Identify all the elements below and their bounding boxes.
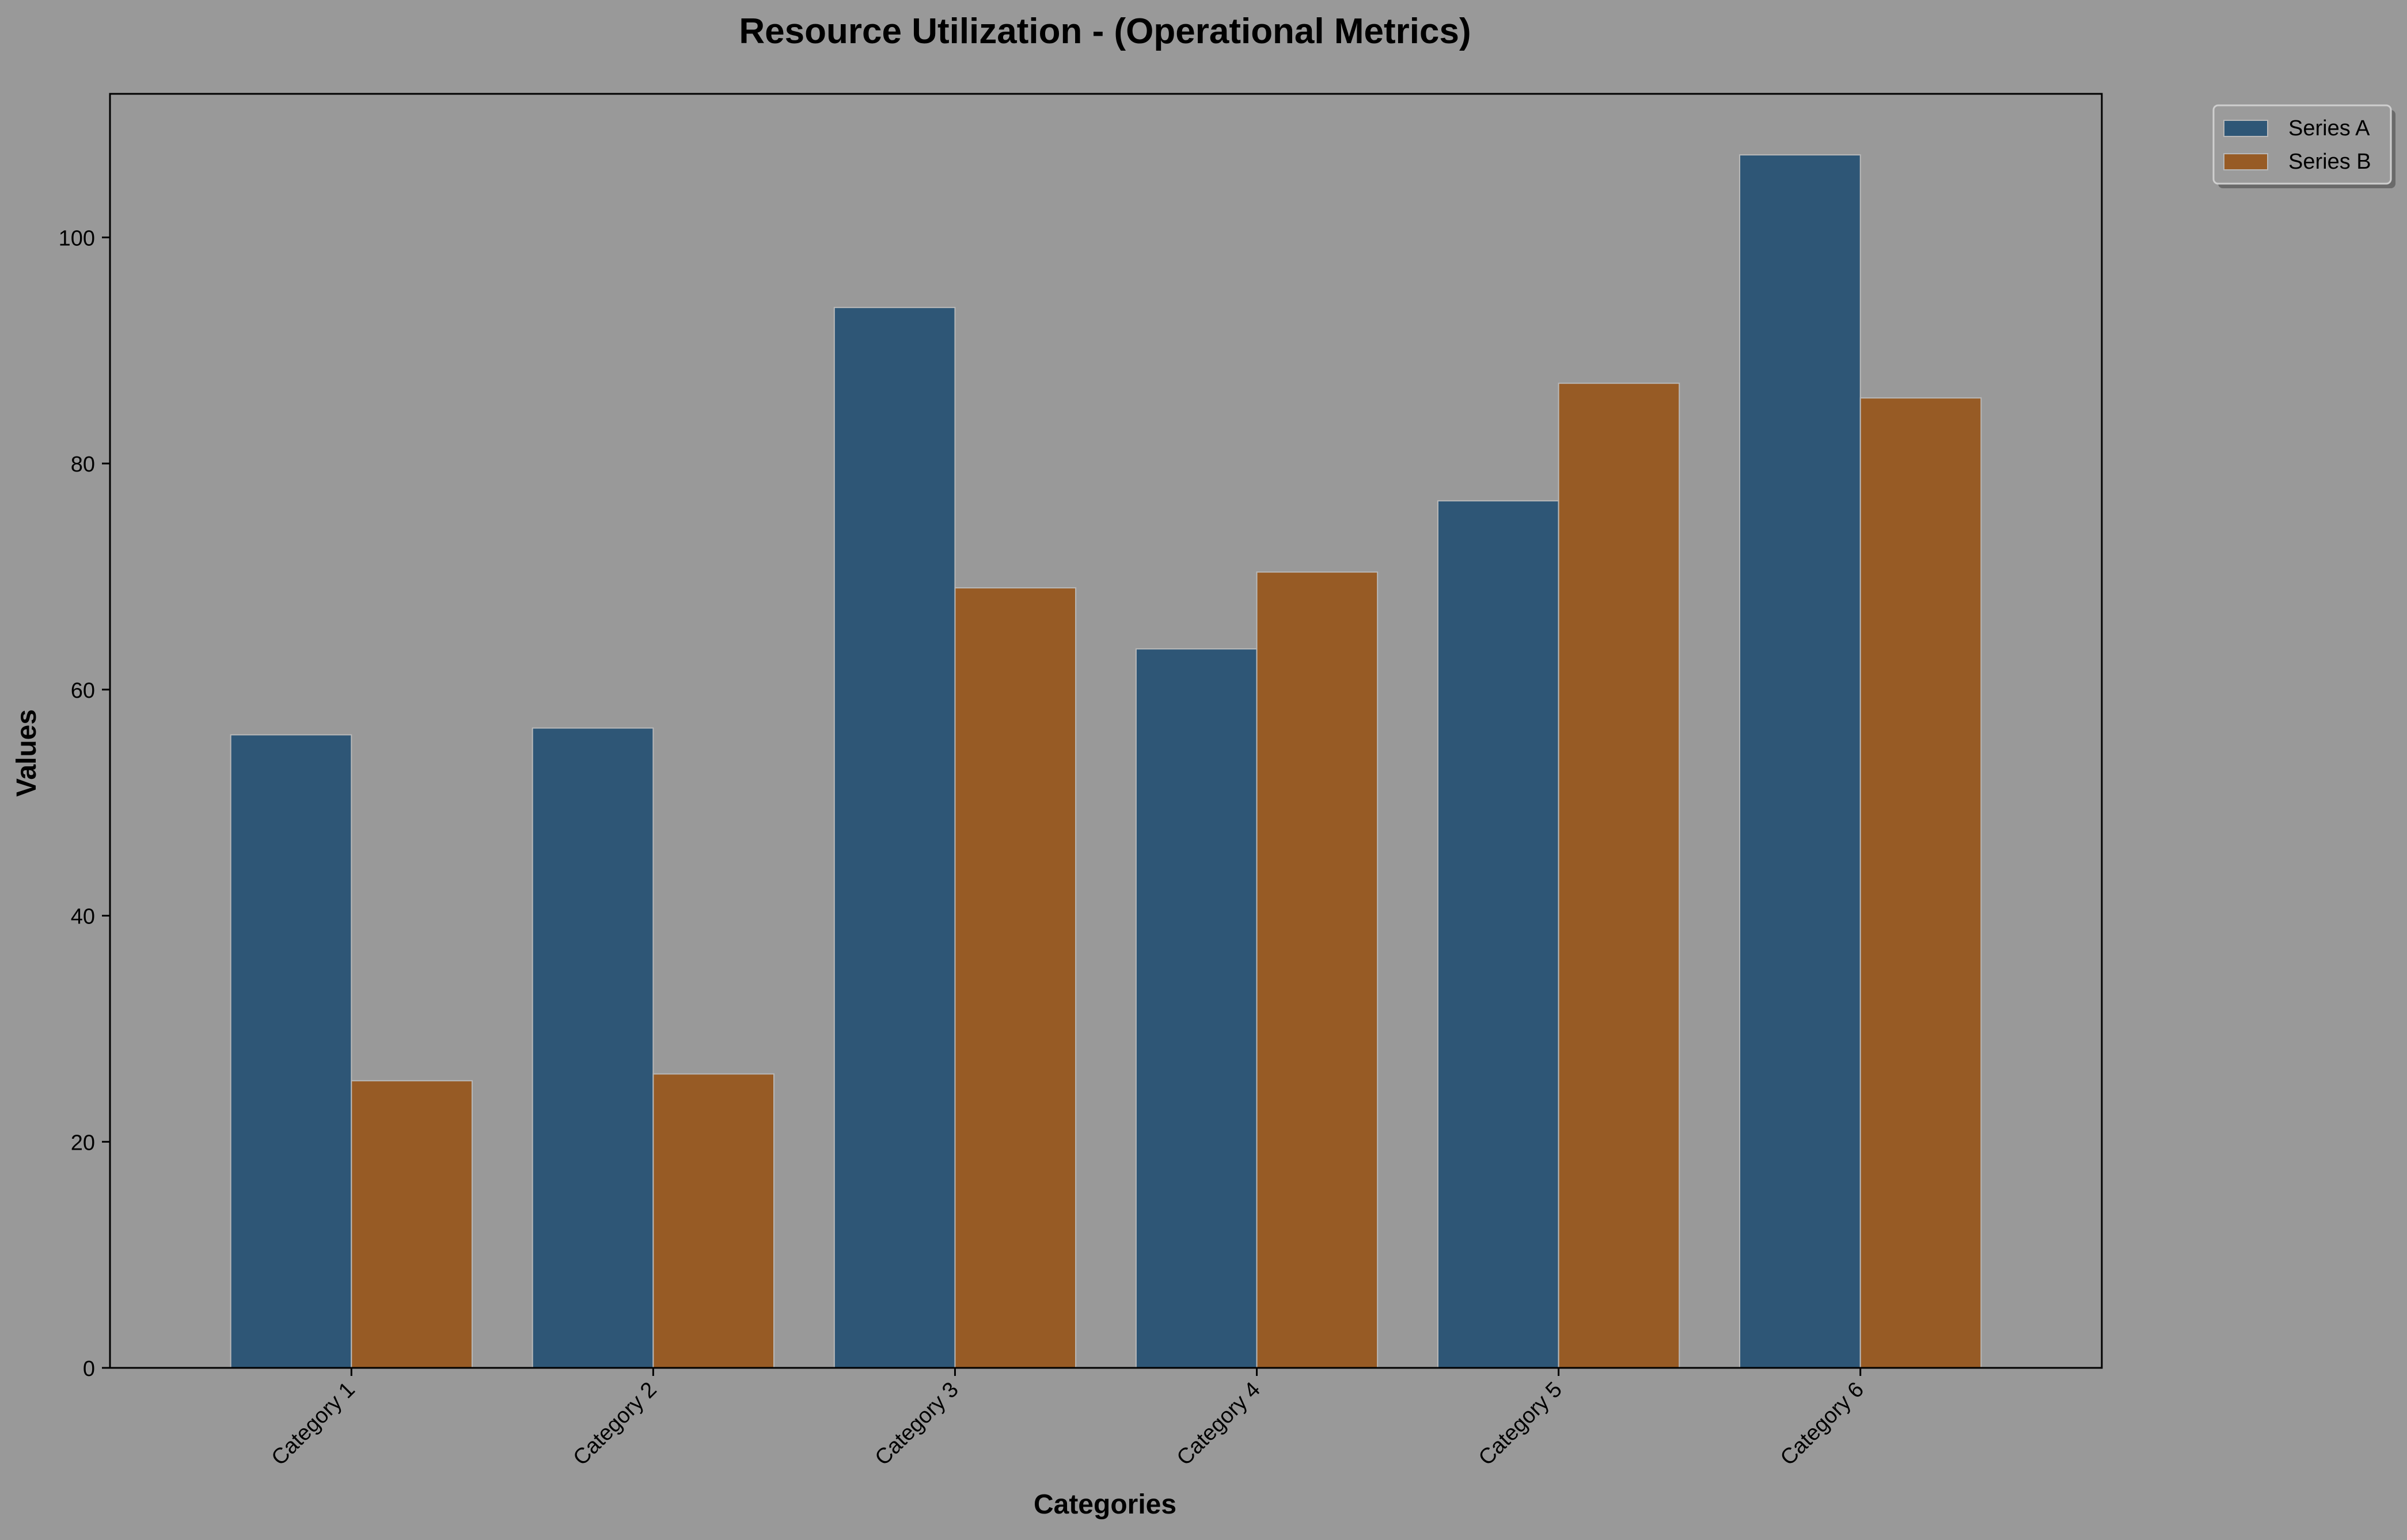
legend-label-series-a: Series A (2288, 116, 2370, 140)
y-axis-label: Values (12, 709, 42, 797)
x-tick-label: Category 5 (1474, 1378, 1567, 1470)
bar-series-b-3 (954, 587, 1077, 1368)
bar-series-b-4 (1256, 571, 1379, 1368)
bar-series-a-5 (1437, 500, 1559, 1368)
chart-title: Resource Utilization - (Operational Metr… (739, 12, 1471, 51)
x-tick-label: Category 3 (871, 1378, 963, 1470)
bar-series-a-6 (1739, 154, 1861, 1369)
x-tick-label: Category 1 (267, 1378, 359, 1470)
legend-swatch-series-b (2223, 153, 2268, 170)
legend-swatch-series-a (2223, 120, 2268, 137)
plot-area (230, 154, 1982, 1369)
bar-series-a-3 (833, 307, 956, 1368)
legend-label-series-b: Series B (2288, 150, 2371, 174)
y-tick-label: 20 (71, 1131, 95, 1155)
legend: Series A Series B (2212, 104, 2395, 188)
x-tick-label: Category 4 (1172, 1378, 1265, 1470)
plot-frame (109, 93, 2103, 1369)
x-tick-label: Category 6 (1776, 1378, 1869, 1470)
y-tick-label: 40 (71, 905, 95, 929)
bar-series-a-4 (1135, 648, 1258, 1368)
x-tick-label: Category 2 (569, 1378, 662, 1470)
bar-series-b-2 (652, 1073, 775, 1368)
y-tick-label: 100 (59, 226, 95, 250)
bar-series-b-6 (1859, 397, 1982, 1368)
bar-series-a-2 (531, 727, 654, 1368)
x-axis-label: Categories (1034, 1489, 1176, 1520)
y-tick-label: 0 (83, 1357, 95, 1381)
bar-series-b-5 (1558, 382, 1680, 1368)
bar-series-b-1 (351, 1080, 473, 1369)
y-tick-label: 80 (71, 453, 95, 477)
y-tick-label: 60 (71, 679, 95, 703)
bar-series-a-1 (230, 734, 352, 1368)
